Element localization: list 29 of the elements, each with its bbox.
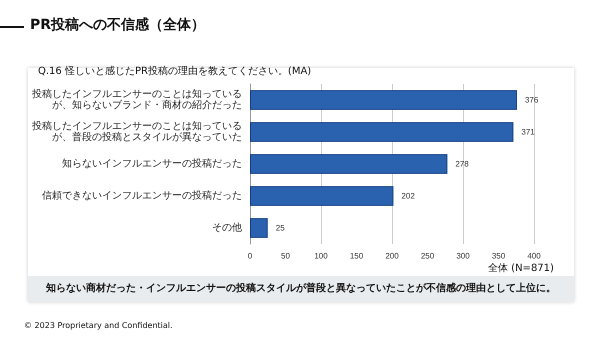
chart-subtitle: Q.16 怪しいと感じたPR投稿の理由を教えてください。(MA) [38, 64, 312, 78]
bar [250, 90, 517, 110]
data-label: 371 [521, 128, 536, 136]
bar [250, 218, 268, 238]
bar [250, 154, 448, 174]
x-tick-label: 300 [456, 252, 470, 260]
x-tick-label: 400 [527, 252, 542, 260]
bar [250, 186, 394, 206]
text: © 2023 Proprietary and Confidential. [24, 321, 173, 330]
x-tick-label: 250 [420, 252, 435, 260]
x-tick-label: 150 [350, 252, 364, 260]
text: 全体 (N=871) [488, 262, 554, 275]
y-tick-label: その他 [212, 222, 242, 234]
x-tick-label: 350 [492, 252, 506, 260]
x-tick-label: 0 [248, 252, 253, 260]
data-label: 25 [276, 224, 286, 232]
text: 知らない商材だった・インフルエンサーの投稿スタイルが普段と異なっていたことが不信感の理由として上位に。 [28, 276, 574, 302]
data-label: 202 [401, 192, 416, 200]
bar [250, 122, 514, 142]
y-tick-label: 投稿したインフルエンサーのことは知っているが、普段の投稿とスタイルが異なっていた [31, 120, 242, 143]
x-tick-label: 100 [314, 252, 328, 260]
y-tick-label: 信頼できないインフルエンサーの投稿だった [42, 190, 242, 202]
x-tick-label: 50 [281, 252, 290, 260]
data-label: 376 [524, 96, 539, 104]
y-tick-label: 投稿したインフルエンサーのことは知っているが、知らないブランド・商材の紹介だった [31, 88, 242, 111]
data-label: 278 [455, 160, 470, 168]
text: PR投稿への不信感（全体） [30, 16, 206, 34]
y-tick-label: 知らないインフルエンサーの投稿だった [62, 158, 242, 170]
x-tick-label: 200 [385, 252, 400, 260]
